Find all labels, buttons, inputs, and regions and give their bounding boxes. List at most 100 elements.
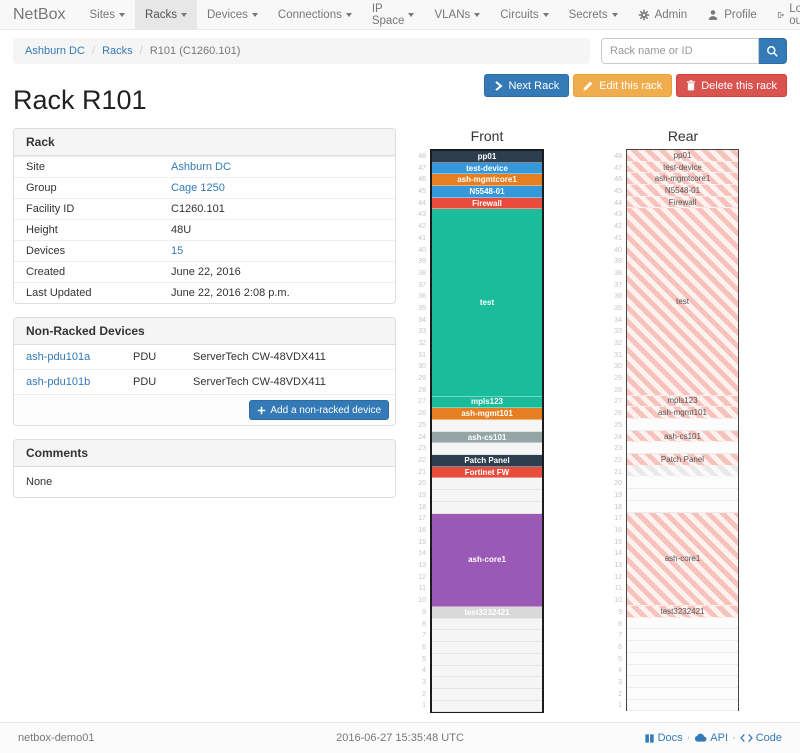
nav-item-vlans[interactable]: VLANs <box>424 0 490 29</box>
footer-hostname: netbox-demo01 <box>18 732 95 744</box>
device-mpls123[interactable]: mpls123 <box>627 395 738 408</box>
empty-unit <box>432 653 542 666</box>
device-ash-mgmtcore1[interactable]: ash-mgmtcore1 <box>432 174 542 187</box>
edit-rack-button[interactable]: Edit this rack <box>573 74 673 97</box>
footer: netbox-demo01 2016-06-27 15:35:48 UTC Do… <box>0 722 800 753</box>
docs-link[interactable]: Docs <box>644 732 683 744</box>
api-link[interactable]: API <box>694 732 728 744</box>
device-test-device[interactable]: test-device <box>627 161 738 174</box>
unit-number: 4 <box>618 667 622 675</box>
empty-unit <box>432 478 542 491</box>
unit-number: 38 <box>614 269 622 277</box>
device-patch-panel[interactable]: Patch Panel <box>432 455 542 467</box>
search-icon <box>767 45 778 57</box>
unit-number: 34 <box>418 316 426 324</box>
unit-number: 23 <box>418 445 426 453</box>
nav-item-admin[interactable]: Admin <box>628 0 698 29</box>
unit-number: 24 <box>418 433 426 441</box>
nav-item-label: VLANs <box>434 8 471 21</box>
delete-rack-button[interactable]: Delete this rack <box>676 74 787 97</box>
nav-item-circuits[interactable]: Circuits <box>490 0 558 29</box>
nav-item-secrets[interactable]: Secrets <box>559 0 628 29</box>
caret-down-icon <box>345 12 352 17</box>
nav-item-sites[interactable]: Sites <box>79 0 135 29</box>
caret-down-icon <box>474 12 481 17</box>
unit-number: 28 <box>418 386 426 394</box>
comments-body: None <box>26 476 53 488</box>
nav-item-profile[interactable]: Profile <box>697 0 767 29</box>
code-link[interactable]: Code <box>739 732 782 744</box>
search-input[interactable] <box>601 38 759 64</box>
unit-number: 20 <box>614 480 622 488</box>
device-patch-panel[interactable]: Patch Panel <box>627 454 738 466</box>
unit-number: 41 <box>614 234 622 242</box>
device-test3232421[interactable]: test3232421 <box>627 606 738 618</box>
rear-rack-body: pp01 test-device ash-mgmtcore1 N5548-01 Fire… <box>626 149 739 712</box>
nav-item-ip-space[interactable]: IP Space <box>362 0 425 29</box>
device-ash-core1[interactable]: ash-core1 <box>432 513 542 608</box>
unit-number: 14 <box>418 550 426 558</box>
device-n5548-01[interactable]: N5548-01 <box>432 186 542 198</box>
breadcrumb-site-link[interactable]: Ashburn DC <box>25 45 85 57</box>
device-n5548-01[interactable]: N5548-01 <box>627 185 738 197</box>
unit-number: 21 <box>614 468 622 476</box>
device-fortinet-fw[interactable]: Fortinet FW <box>432 466 542 479</box>
device-link[interactable]: ash-pdu101a <box>26 351 91 363</box>
unit-number: 6 <box>618 643 622 651</box>
search-button[interactable] <box>759 38 787 64</box>
nav-item-racks[interactable]: Racks <box>135 0 197 29</box>
caret-down-icon <box>181 12 187 17</box>
unit-number: 43 <box>614 211 622 219</box>
gear-icon <box>638 9 649 20</box>
device-test[interactable]: test <box>627 208 738 396</box>
unit-number: 4 <box>422 667 426 675</box>
devices-count-link[interactable]: 15 <box>171 245 184 257</box>
trash-icon <box>687 80 696 91</box>
site-link[interactable]: Ashburn DC <box>171 161 231 173</box>
breadcrumb-racks-link[interactable]: Racks <box>102 45 133 57</box>
front-elevation: Front 48 47 46 45 44 43 42 41 40 39 38 37 36 35 34 33 32… <box>408 128 544 713</box>
rear-unit-numbers: 48 47 46 45 44 43 42 41 40 39 38 37 36 35 34 33 32 31 30 29… <box>604 149 626 712</box>
front-title: Front <box>470 128 504 144</box>
empty-unit <box>627 500 738 513</box>
device-ash-core1[interactable]: ash-core1 <box>627 512 738 607</box>
next-rack-button[interactable]: Next Rack <box>484 74 570 97</box>
device-ash-mgmtcore1[interactable]: ash-mgmtcore1 <box>627 173 738 186</box>
breadcrumb-separator: / <box>139 45 143 57</box>
unit-number: 26 <box>614 410 622 418</box>
rear-title: Rear <box>667 128 699 144</box>
device-ash-cs101[interactable]: ash-cs101 <box>627 430 738 443</box>
device-mpls123[interactable]: mpls123 <box>432 396 542 409</box>
nav-item-connections[interactable]: Connections <box>268 0 362 29</box>
device-test-device[interactable]: test-device <box>432 162 542 175</box>
unit-number: 39 <box>418 258 426 266</box>
device-pp01[interactable]: pp01 <box>432 151 542 163</box>
unit-number: 24 <box>614 433 622 441</box>
app-brand[interactable]: NetBox <box>13 6 66 23</box>
add-nonracked-device-button[interactable]: Add a non-racked device <box>249 400 389 420</box>
device-test[interactable]: test <box>432 209 542 397</box>
rack-attr-site: Site Ashburn DC <box>14 156 395 177</box>
nav-item-devices[interactable]: Devices <box>197 0 268 29</box>
unit-number: 3 <box>618 678 622 686</box>
device-test3232421[interactable]: test3232421 <box>432 607 542 619</box>
front-unit-numbers: 48 47 46 45 44 43 42 41 40 39 38 37 36 35 34 33 32 31 30 29… <box>408 149 430 713</box>
empty-unit <box>432 630 542 643</box>
unit-number: 17 <box>418 515 426 523</box>
rack-panel-heading: Rack <box>14 129 395 156</box>
device-firewall[interactable]: Firewall <box>627 196 738 209</box>
device-ash-cs101[interactable]: ash-cs101 <box>432 431 542 444</box>
nav-item-logout[interactable]: Log out <box>767 0 800 29</box>
device-link[interactable]: ash-pdu101b <box>26 376 91 388</box>
group-link[interactable]: Cage 1250 <box>171 182 225 194</box>
device-fortinet-fw[interactable] <box>627 465 738 478</box>
unit-number: 29 <box>418 375 426 383</box>
device-ash-mgmt101[interactable]: ash-mgmt101 <box>627 407 738 419</box>
device-ash-mgmt101[interactable]: ash-mgmt101 <box>432 408 542 420</box>
nav-right: Admin Profile Log out <box>628 0 800 29</box>
unit-number: 12 <box>614 573 622 581</box>
device-firewall[interactable]: Firewall <box>432 197 542 210</box>
empty-unit <box>432 501 542 514</box>
device-pp01[interactable]: pp01 <box>627 150 738 162</box>
unit-number: 1 <box>618 702 622 710</box>
